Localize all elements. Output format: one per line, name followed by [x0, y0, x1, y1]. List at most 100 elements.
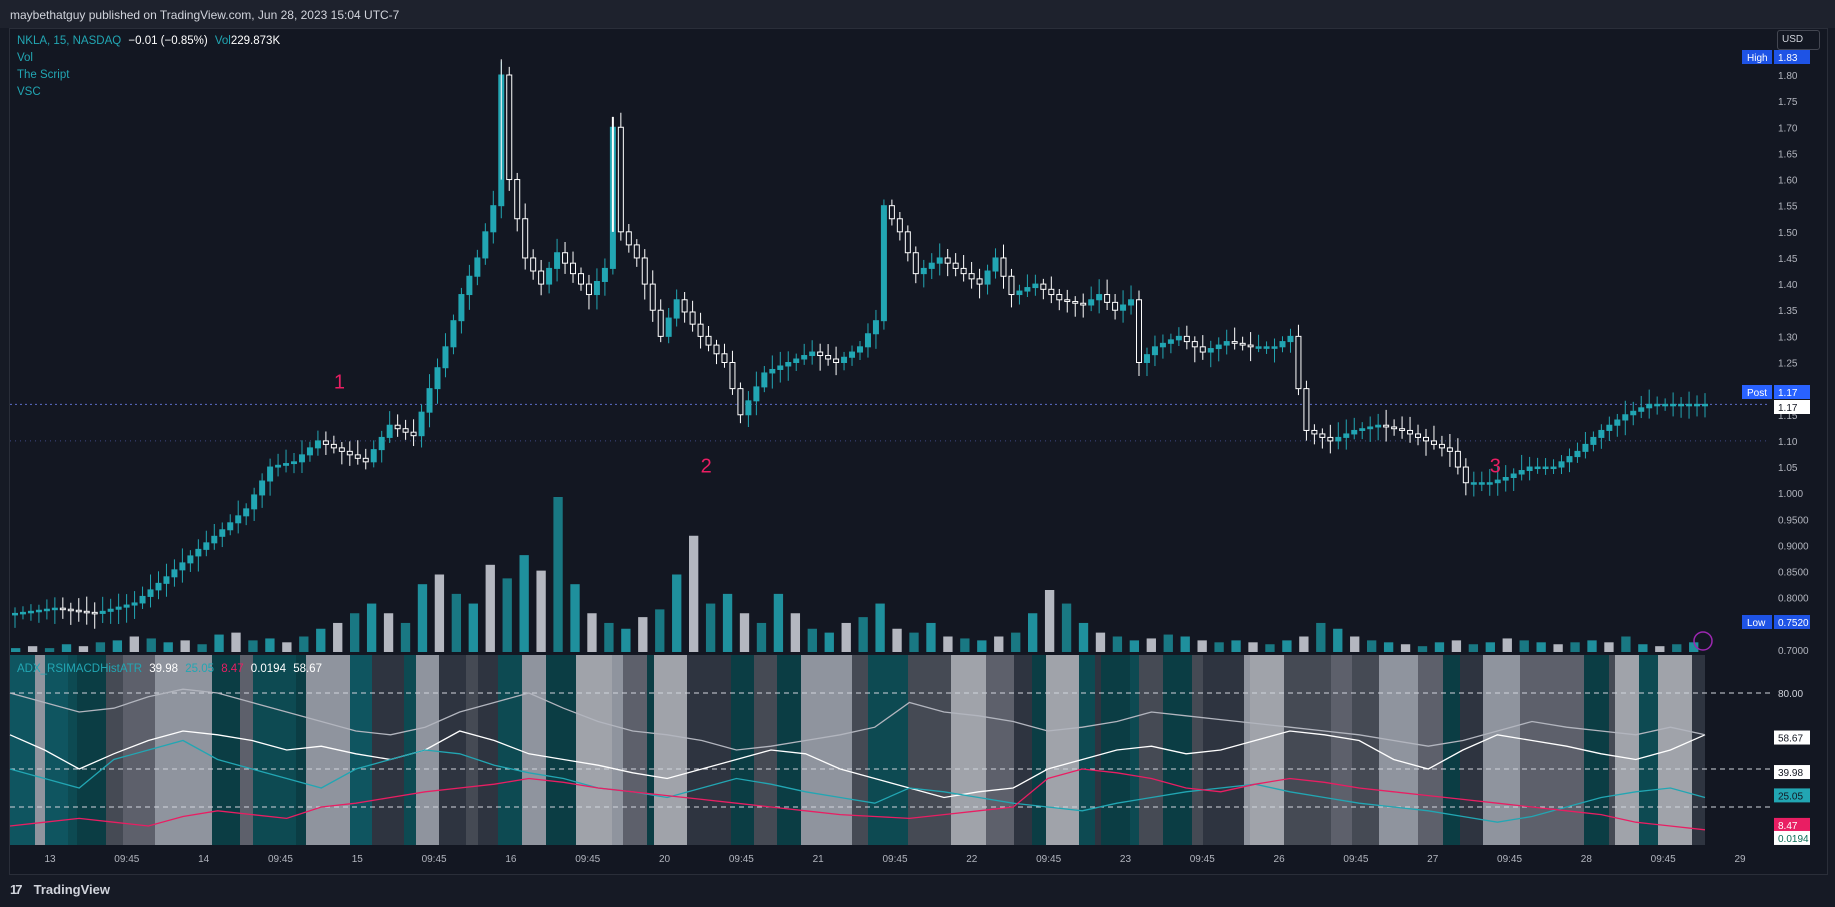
- volume-bar: [1265, 644, 1275, 652]
- published-text: maybethatguy published on TradingView.co…: [10, 8, 400, 22]
- candle-body: [1271, 346, 1278, 349]
- candle-body: [1143, 354, 1150, 363]
- price-tick-label: 1.000: [1778, 489, 1803, 500]
- volume-bar: [909, 632, 919, 652]
- volume-bar: [180, 640, 190, 652]
- candle-body: [1446, 447, 1453, 452]
- candle-body: [1128, 299, 1135, 306]
- volume-bar: [350, 613, 360, 652]
- oscillator-band: [908, 655, 951, 845]
- volume-bar: [1485, 642, 1495, 652]
- candle-body: [841, 356, 848, 364]
- volume-bar: [1044, 590, 1055, 652]
- candle-body: [1478, 482, 1485, 485]
- candle-body: [570, 262, 577, 275]
- oscillator-value-label: 80.00: [1778, 689, 1803, 700]
- candle-body: [1654, 403, 1661, 407]
- volume-bar: [1672, 644, 1682, 652]
- candle-body: [490, 205, 497, 233]
- oscillator-band: [1379, 655, 1418, 845]
- oscillator-band: [852, 655, 868, 845]
- indicator-vsc[interactable]: VSC: [17, 86, 41, 98]
- candle-body: [705, 335, 712, 346]
- candle-body: [1024, 287, 1031, 292]
- bottom-bar: [0, 875, 1835, 907]
- oscillator-band: [1095, 655, 1101, 845]
- candle-body: [761, 372, 768, 388]
- time-tick-label: 13: [44, 854, 56, 865]
- oscillator-band: [1130, 655, 1139, 845]
- candle-body: [1646, 403, 1653, 409]
- price-tick-label: 0.9500: [1778, 515, 1809, 526]
- annotation-label: 2: [701, 455, 712, 477]
- volume-bar: [1028, 613, 1038, 652]
- symbol-label[interactable]: NKLA, 15, NASDAQ: [17, 35, 122, 47]
- oscillator-band: [240, 655, 253, 845]
- candle-body: [1494, 479, 1501, 484]
- oscillator-value-bg: [1774, 686, 1810, 700]
- candle-body: [1175, 335, 1182, 341]
- candle-body: [1167, 339, 1174, 344]
- volume-bar: [756, 622, 767, 652]
- candle-body: [1000, 257, 1007, 277]
- price-tick-label: 0.7000: [1778, 646, 1809, 657]
- indicator-the-script[interactable]: The Script: [17, 69, 70, 81]
- candle-body: [585, 283, 592, 296]
- candle-body: [641, 257, 648, 285]
- candle-body: [426, 388, 433, 413]
- candle-body: [259, 480, 266, 496]
- high-marker-value: 1.83: [1778, 53, 1798, 64]
- price-tick-label: 1.35: [1778, 306, 1798, 317]
- oscillator-band: [1284, 655, 1316, 845]
- volume-bar: [27, 646, 38, 652]
- volume-bar: [892, 628, 902, 652]
- candle-body: [187, 555, 194, 564]
- time-tick-label: 15: [352, 854, 364, 865]
- candle-body: [35, 609, 42, 613]
- osc-value-4: 58.67: [293, 663, 322, 675]
- time-tick-label: 29: [1734, 854, 1746, 865]
- candle-body: [139, 595, 146, 604]
- volume-bar: [1231, 640, 1241, 652]
- candle-body: [1638, 407, 1645, 412]
- candle-body: [633, 244, 640, 259]
- candle-body: [1598, 429, 1605, 438]
- candle-body: [99, 610, 106, 614]
- candle-body: [1343, 433, 1350, 438]
- candle-body: [1088, 299, 1095, 306]
- candle-body: [1582, 443, 1589, 452]
- change-value: −0.01 (−0.85%): [128, 35, 208, 47]
- oscillator-band: [1483, 655, 1520, 845]
- low-marker-label: Low: [1747, 618, 1766, 629]
- candle-body: [51, 607, 58, 611]
- candle-body: [1295, 335, 1302, 390]
- candle-body: [1032, 283, 1039, 289]
- oscillator-band: [1139, 655, 1163, 845]
- candle-body: [12, 612, 18, 616]
- volume-bar: [1367, 640, 1377, 652]
- candle-body: [1359, 428, 1366, 431]
- indicator-vol[interactable]: Vol: [17, 52, 33, 64]
- candle-body: [1319, 433, 1326, 438]
- volume-bar: [129, 636, 139, 652]
- candle-body: [83, 610, 90, 614]
- volume-bar: [333, 622, 343, 652]
- candle-body: [123, 604, 130, 608]
- high-marker-label: High: [1747, 53, 1768, 64]
- candle-body: [984, 270, 991, 285]
- volume-bar: [468, 603, 478, 652]
- volume-bar: [1214, 642, 1224, 652]
- candle-body: [243, 508, 250, 517]
- oscillator-legend[interactable]: ADX_RSIMACDHistATR 39.98 25.05 8.47 0.01…: [17, 663, 322, 675]
- candle-body: [1399, 428, 1406, 431]
- candle-body: [1550, 466, 1557, 470]
- candle-body: [1678, 403, 1685, 407]
- tradingview-logo[interactable]: 17 TradingView: [10, 882, 110, 897]
- price-tick-label: 1.80: [1778, 71, 1798, 82]
- candle-body: [737, 388, 744, 416]
- candle-body: [1239, 342, 1246, 346]
- oscillator-band: [687, 655, 731, 845]
- currency-button[interactable]: USD: [1777, 30, 1820, 50]
- candle-body: [1694, 403, 1701, 407]
